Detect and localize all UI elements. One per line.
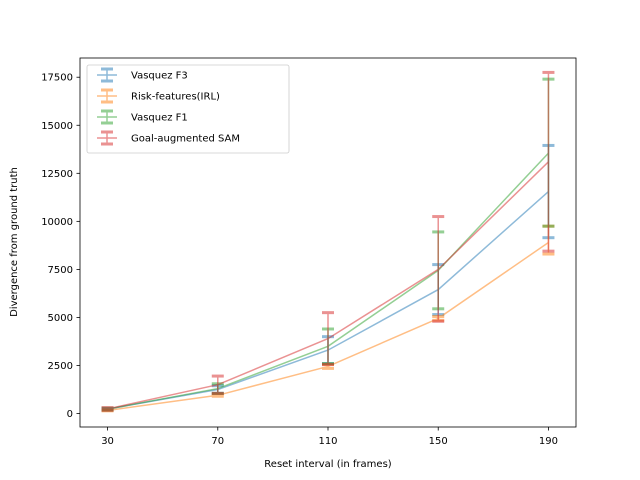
x-tick-label: 110 xyxy=(318,436,337,447)
plot-series-group xyxy=(101,70,555,413)
x-axis-title: Reset interval (in frames) xyxy=(264,459,391,470)
y-tick-label: 0 xyxy=(67,409,73,420)
legend-swatch xyxy=(97,109,117,125)
y-axis-title: Divergence from ground truth xyxy=(9,167,20,317)
legend-frame xyxy=(86,64,290,154)
legend-label: Goal-augmented SAM xyxy=(131,134,240,145)
x-axis: 30 70 110 150 190 xyxy=(101,427,558,447)
y-axis: 0 2500 5000 7500 10000 12500 15000 17500 xyxy=(41,73,80,420)
legend-entry: Vasquez F1 xyxy=(97,109,188,125)
y-tick-label: 5000 xyxy=(48,313,73,324)
y-tick-label: 17500 xyxy=(41,73,73,84)
legend-entry: Goal-augmented SAM xyxy=(97,130,240,146)
x-tick-label: 70 xyxy=(211,436,224,447)
x-tick-label: 190 xyxy=(539,436,558,447)
x-tick-label: 30 xyxy=(101,436,114,447)
legend-label: Vasquez F3 xyxy=(131,71,188,82)
legend: Vasquez F3 Risk-features(IRL) Vasquez F1 Go… xyxy=(86,64,290,154)
series-goal-augmented-sam xyxy=(101,70,555,412)
series-line xyxy=(107,152,549,410)
legend-label: Vasquez F1 xyxy=(131,113,188,124)
legend-swatch xyxy=(97,88,117,104)
series-vasquez-f3 xyxy=(101,143,555,412)
y-tick-label: 7500 xyxy=(48,265,73,276)
y-tick-label: 15000 xyxy=(41,121,73,132)
legend-swatch xyxy=(97,67,117,83)
x-tick-label: 150 xyxy=(429,436,448,447)
legend-label: Risk-features(IRL) xyxy=(131,92,220,103)
y-tick-label: 2500 xyxy=(48,361,73,372)
series-line xyxy=(107,161,549,410)
y-tick-label: 10000 xyxy=(41,217,73,228)
y-tick-label: 12500 xyxy=(41,169,73,180)
legend-entry: Vasquez F3 xyxy=(97,67,188,83)
legend-swatch xyxy=(97,130,117,146)
legend-entry: Risk-features(IRL) xyxy=(97,88,220,104)
